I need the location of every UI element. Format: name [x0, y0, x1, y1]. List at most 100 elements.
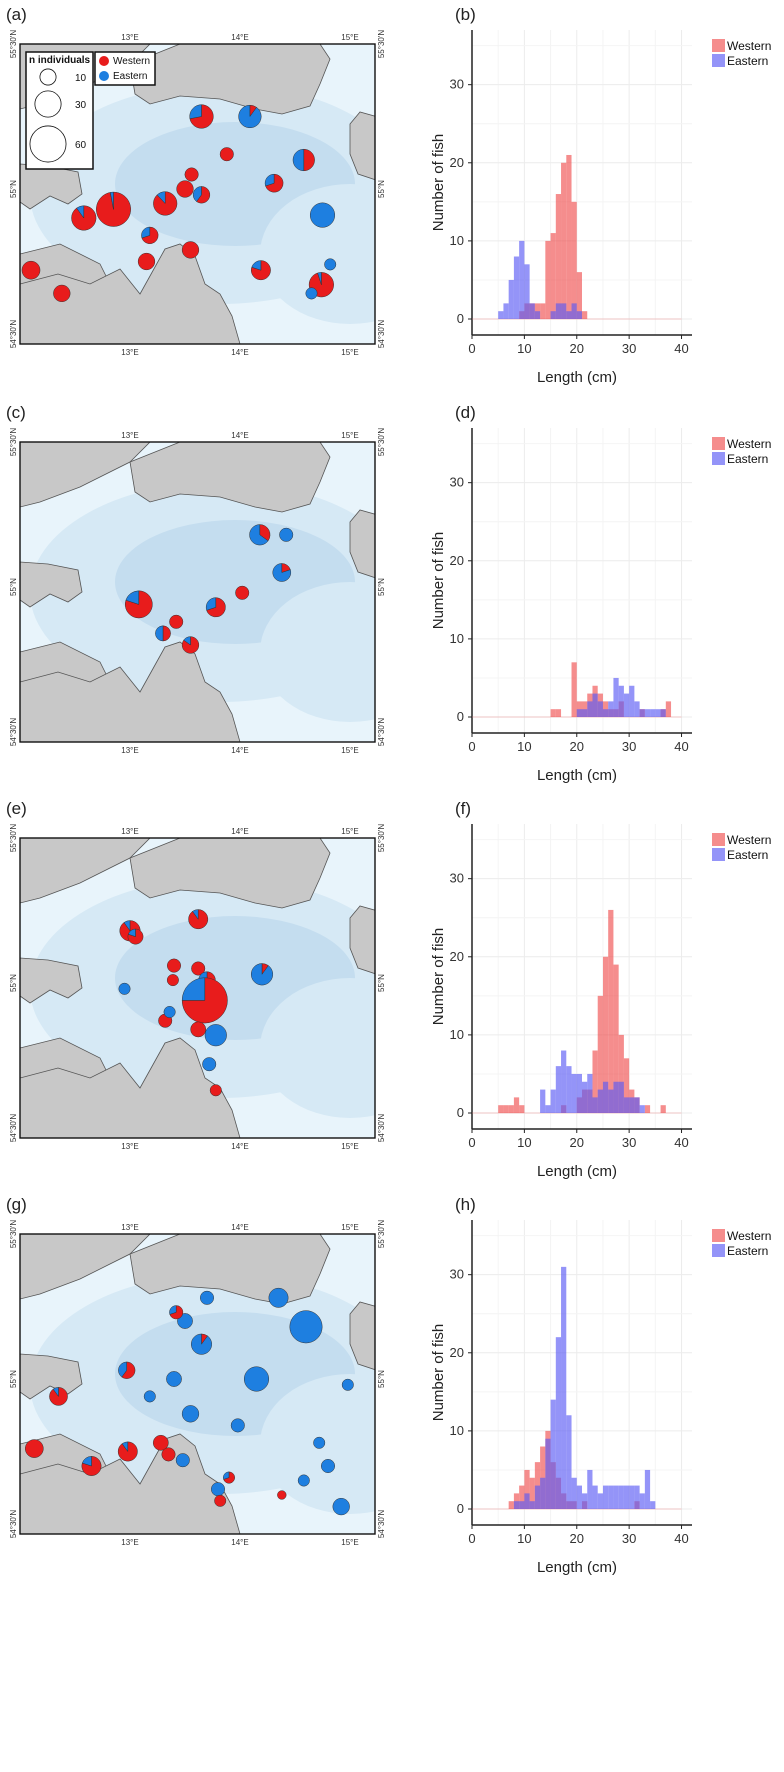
- lat-tick-left: 55°30'N: [9, 30, 18, 59]
- bar-eastern: [597, 1089, 603, 1113]
- bar-western: [602, 956, 609, 1113]
- lat-tick-right: 55°30'N: [377, 428, 386, 457]
- color-legend: Western Eastern: [94, 51, 156, 86]
- bar-eastern: [597, 1493, 603, 1509]
- site-pie: [250, 260, 271, 281]
- site-pie: [297, 1474, 310, 1487]
- size-legend-label: 10: [75, 73, 87, 84]
- x-tick-label: 30: [622, 1135, 636, 1150]
- site-pie: [117, 1441, 138, 1462]
- lat-tick-right: 55°N: [377, 974, 386, 992]
- bar-eastern: [576, 1073, 582, 1113]
- pie-slice-eastern: [127, 928, 136, 937]
- bar-eastern: [555, 1066, 562, 1113]
- bar-eastern: [550, 1399, 556, 1509]
- site-pie: [268, 1287, 289, 1308]
- bar-eastern: [587, 701, 593, 717]
- lon-tick-bottom: 13°E: [121, 1142, 138, 1151]
- bars: [550, 662, 672, 717]
- site-pie: [190, 1021, 207, 1038]
- legend-label-eastern: Eastern: [727, 54, 768, 68]
- site-pie: [153, 191, 178, 216]
- x-tick-label: 0: [468, 1531, 475, 1546]
- bar-eastern: [576, 311, 582, 319]
- lon-tick-bottom: 14°E: [231, 1538, 248, 1547]
- site-pie: [125, 590, 153, 619]
- bar-eastern: [576, 1485, 582, 1509]
- bar-western: [613, 964, 619, 1113]
- pie-slice-eastern: [141, 226, 151, 239]
- pie-slice-eastern: [177, 1313, 193, 1329]
- site-pies: [125, 524, 294, 654]
- site-pie: [277, 1490, 287, 1500]
- sea-mid-east: [260, 582, 375, 722]
- pie-slice-western: [121, 1361, 136, 1379]
- x-tick-label: 20: [570, 341, 584, 356]
- pie-slice-western: [259, 524, 271, 542]
- site-pie: [96, 191, 131, 227]
- bar-eastern: [582, 1081, 588, 1113]
- bars: [498, 154, 588, 319]
- site-pie: [192, 186, 211, 204]
- legend-label-western: Western: [727, 39, 771, 53]
- x-tick-label: 20: [570, 739, 584, 754]
- bar-western: [597, 995, 603, 1113]
- bar-eastern: [561, 1266, 567, 1509]
- site-pie: [309, 202, 336, 228]
- pie-slice-western: [166, 974, 179, 987]
- bar-western: [555, 709, 562, 717]
- x-tick-label: 30: [622, 739, 636, 754]
- site-pie: [289, 1310, 323, 1344]
- bar-eastern: [566, 1066, 572, 1113]
- bar-western: [618, 1034, 624, 1113]
- site-pie: [71, 205, 97, 231]
- bar-western: [524, 1469, 530, 1509]
- lon-tick-bottom: 13°E: [121, 348, 138, 357]
- bar-western: [550, 709, 556, 717]
- bar-eastern: [655, 709, 661, 717]
- pie-slice-western: [53, 284, 71, 303]
- x-axis-label: Length (cm): [537, 1559, 617, 1576]
- lon-tick-bottom: 14°E: [231, 1142, 248, 1151]
- site-pie: [152, 1434, 169, 1451]
- lat-tick-left: 54°30'N: [9, 1510, 18, 1539]
- site-pie: [177, 1313, 193, 1329]
- x-tick-label: 0: [468, 1135, 475, 1150]
- site-pie: [118, 982, 131, 995]
- lat-tick-left: 54°30'N: [9, 320, 18, 349]
- color-legend-eastern-swatch: [99, 71, 109, 81]
- site-pie: [272, 563, 292, 582]
- site-pie: [191, 1333, 212, 1355]
- bar-eastern: [540, 1477, 546, 1509]
- y-tick-label: 0: [457, 709, 464, 724]
- map-area: [20, 1234, 375, 1534]
- legend-label-western: Western: [727, 437, 771, 451]
- lon-tick-top: 13°E: [121, 827, 138, 836]
- y-tick-label: 20: [450, 1345, 464, 1360]
- x-tick-label: 40: [674, 1135, 688, 1150]
- sea-mid-east: [260, 1374, 375, 1514]
- bar-eastern: [587, 1073, 593, 1113]
- pie-slice-eastern: [272, 563, 292, 582]
- bar-eastern: [550, 311, 556, 319]
- pie-slice-eastern: [321, 1459, 335, 1473]
- bar-western: [545, 240, 551, 319]
- site-pie: [166, 974, 179, 987]
- lat-tick-right: 54°30'N: [377, 1510, 386, 1539]
- site-pie: [181, 1405, 200, 1423]
- pie-slice-eastern: [163, 1006, 176, 1018]
- x-tick-label: 10: [517, 739, 531, 754]
- site-pie: [25, 1439, 44, 1458]
- site-pie: [49, 1387, 68, 1406]
- x-tick-label: 20: [570, 1135, 584, 1150]
- pie-slice-eastern: [125, 590, 140, 605]
- panel-label: (c): [6, 403, 26, 422]
- pie-slice-eastern: [192, 186, 202, 202]
- lat-tick-right: 55°N: [377, 1370, 386, 1388]
- pie-slice-western: [169, 614, 184, 629]
- site-pie: [219, 147, 234, 162]
- pie-slice-western: [209, 1084, 222, 1097]
- bar-eastern: [582, 1493, 588, 1509]
- pie-slice-eastern: [297, 1474, 310, 1487]
